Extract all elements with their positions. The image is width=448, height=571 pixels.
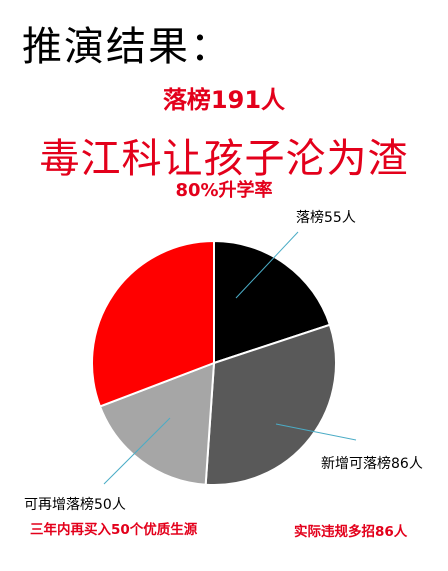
pie-slice-3 [98, 361, 216, 486]
slice-label-1: 落榜55人 [296, 209, 356, 226]
leader-line-2 [275, 423, 357, 441]
note-over-enrollment: 实际违规多招86人 [294, 524, 408, 540]
page-title: 推演结果： [22, 24, 232, 70]
slogan-heading: 毒江科让孩子沦为渣 [39, 136, 409, 182]
fail-count-heading: 落榜191人 [162, 86, 286, 114]
rate-heading: 80%升学率 [175, 180, 273, 201]
leader-line-3 [103, 417, 171, 485]
slice-label-2: 新增可落榜86人 [321, 455, 423, 472]
pie-slice-4 [91, 239, 215, 408]
leader-line-1 [235, 231, 299, 299]
pie-slice-1 [213, 239, 332, 365]
pie-slice-2 [204, 323, 337, 487]
slice-label-3: 可再增落榜50人 [24, 496, 126, 513]
note-new-students: 三年内再买入50个优质生源 [30, 522, 198, 538]
